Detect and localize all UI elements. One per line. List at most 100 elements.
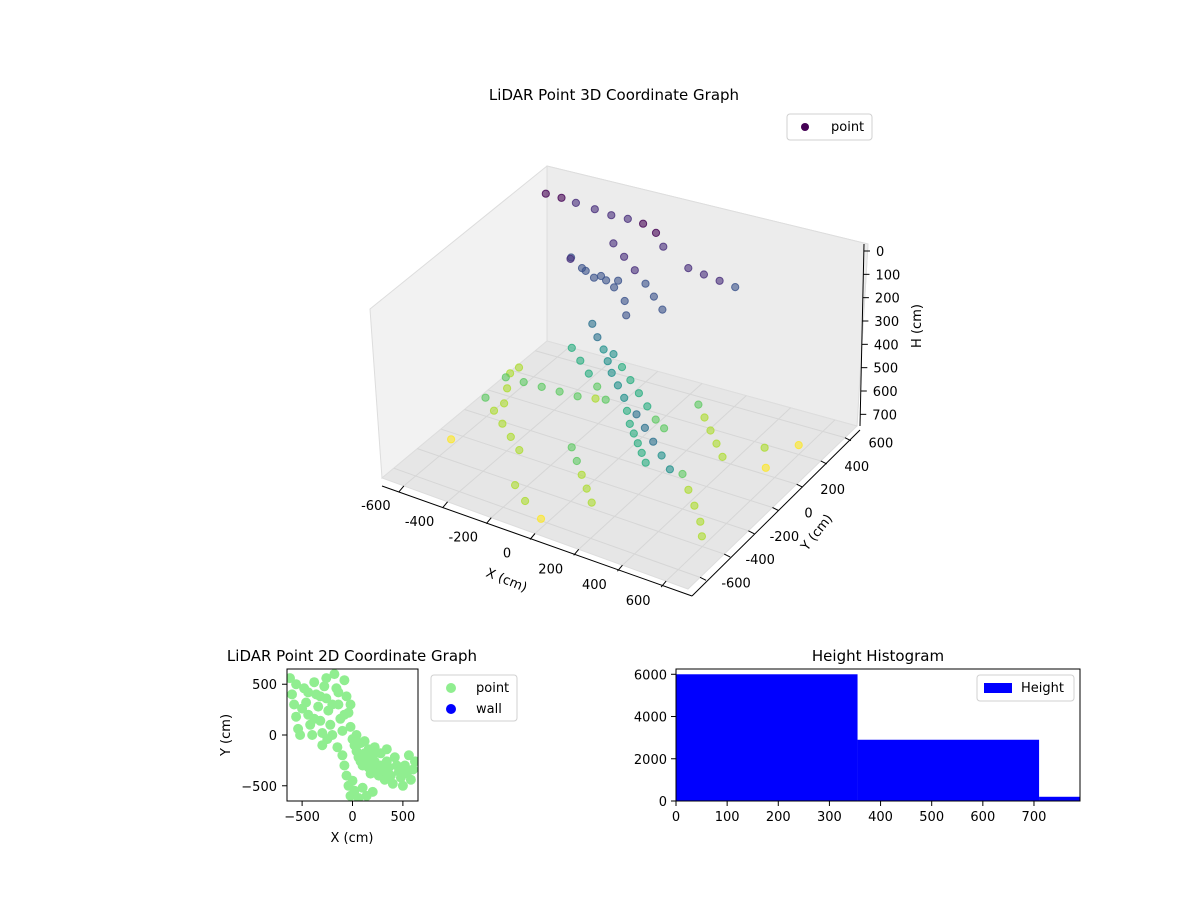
data-point (501, 373, 510, 382)
data-point (629, 429, 638, 438)
data-point (610, 283, 619, 292)
x-tick-mark (442, 501, 448, 509)
data-point (643, 402, 652, 411)
data-point (567, 443, 576, 452)
y-tick-label: 6000 (634, 668, 667, 683)
data-point (658, 305, 667, 314)
data-point (369, 742, 380, 753)
data-point (295, 730, 306, 740)
data-point (601, 395, 610, 404)
chart-3d-legend-box (786, 113, 873, 141)
x-tick-mark (617, 564, 623, 572)
x-tick-label: -200 (449, 531, 479, 546)
data-point (718, 452, 727, 461)
data-point (297, 703, 308, 714)
chart-2d-title: LiDAR Point 2D Coordinate Graph (227, 647, 477, 665)
data-point (633, 439, 642, 448)
data-point (319, 681, 330, 692)
data-point (403, 750, 414, 761)
chart-2d-x-label: X (cm) (331, 831, 374, 846)
data-point (408, 764, 418, 775)
data-point (659, 242, 668, 251)
data-point (503, 384, 512, 393)
x-tick-label: -400 (405, 515, 435, 530)
chart-2d-legend-point-marker (446, 683, 456, 693)
chart-2d-legend-point-label: point (476, 681, 509, 696)
chart-2d: LiDAR Point 2D Coordinate Graph −500 0 500… (219, 647, 518, 846)
data-point (567, 343, 576, 352)
y-tick-mark (820, 460, 828, 465)
data-point (589, 273, 599, 282)
y-tick-label: 500 (252, 678, 277, 693)
data-point (651, 228, 661, 237)
data-point (341, 691, 352, 702)
data-point (572, 456, 581, 466)
data-point (333, 687, 344, 698)
data-point (481, 393, 490, 402)
data-point (537, 382, 546, 391)
data-point (640, 423, 650, 432)
data-point (620, 296, 629, 306)
data-point (607, 368, 616, 377)
data-point (665, 465, 675, 474)
chart-3d-x-label: X (cm) (484, 566, 529, 596)
y-tick-label: 4000 (634, 711, 667, 726)
data-point (712, 439, 721, 448)
data-point (584, 369, 593, 378)
chart-histogram-bars (676, 674, 1080, 801)
x-tick-mark (398, 485, 405, 493)
chart-3d-x-ticks: -600 -400 -200 0 200 400 600 (361, 485, 667, 609)
chart-3d-y-axis-line (691, 429, 861, 597)
data-point (637, 448, 646, 457)
chart-2d-ticks: −500 0 500 500 0 −500 (241, 678, 415, 825)
z-tick-label: 300 (874, 315, 899, 330)
data-point (315, 691, 326, 702)
data-point (602, 276, 611, 285)
chart-3d-points (447, 189, 803, 541)
x-tick-label: 0 (672, 810, 680, 825)
x-tick-label: 400 (868, 810, 893, 825)
z-tick-label: 100 (875, 268, 900, 283)
data-point (625, 419, 634, 428)
chart-2d-legend: point wall (430, 674, 518, 722)
x-tick-mark (485, 517, 492, 524)
histogram-bar (857, 739, 1040, 801)
y-tick-mark (772, 507, 779, 511)
data-point (332, 742, 343, 753)
data-point (357, 782, 368, 793)
data-point (325, 719, 336, 730)
chart-2d-legend-wall-marker (446, 704, 456, 714)
y-tick-mark (796, 483, 803, 488)
chart-histogram-legend-box (976, 674, 1075, 702)
chart-histogram-ticks: 0 100 200 300 400 500 600 700 0 2000 4000 6000 (634, 668, 1046, 825)
data-point (696, 517, 705, 526)
y-tick-label: -400 (745, 553, 775, 568)
chart-histogram-legend-label: Height (1021, 681, 1064, 696)
data-point (622, 311, 631, 320)
data-point (291, 679, 302, 690)
x-tick-mark (529, 533, 536, 540)
data-point (399, 760, 410, 771)
data-point (536, 514, 546, 523)
grid-line (487, 389, 797, 485)
data-point (515, 446, 524, 455)
grid-line (622, 407, 791, 566)
data-point (639, 219, 648, 228)
data-point (593, 382, 602, 391)
chart-3d-legend-label: point (831, 120, 864, 135)
data-point (794, 441, 803, 450)
data-point (690, 501, 699, 510)
data-point (581, 266, 590, 275)
chart-2d-legend-wall-label: wall (476, 702, 502, 717)
data-point (588, 319, 597, 328)
data-point (609, 239, 618, 248)
z-tick-label: 700 (872, 408, 897, 423)
data-point (632, 410, 641, 419)
data-point (641, 279, 650, 288)
z-tick-label: 600 (873, 385, 898, 400)
data-point (657, 451, 666, 460)
data-point (521, 496, 530, 506)
histogram-bar (676, 674, 858, 801)
